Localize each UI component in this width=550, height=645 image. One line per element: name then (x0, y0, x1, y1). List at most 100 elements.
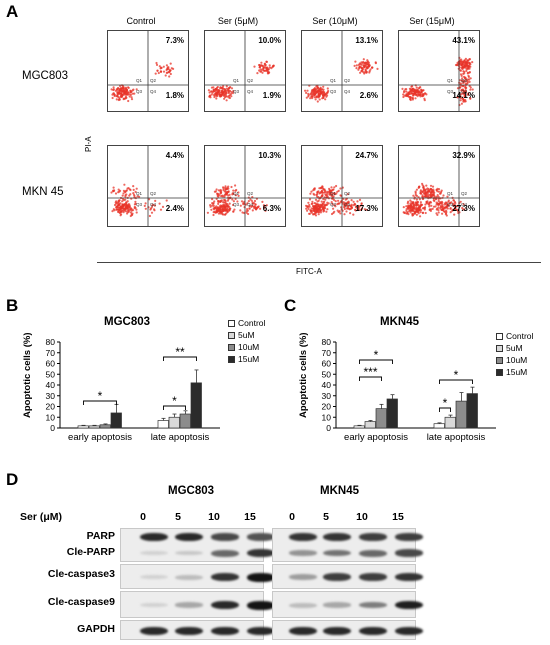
flow-event-dot (405, 212, 408, 215)
flow-event-dot (153, 204, 156, 207)
flow-event-dot (242, 202, 245, 205)
flow-event-dot (447, 200, 450, 203)
flow-event-dot (308, 198, 312, 201)
flow-event-dot (453, 208, 456, 211)
flow-event-dot (469, 63, 472, 66)
flow-event-dot (131, 209, 135, 212)
x-category-label: early apoptosis (68, 432, 132, 443)
flow-event-dot (228, 94, 231, 97)
flow-event-dot (459, 99, 462, 102)
protein-band-gapdh (359, 626, 387, 636)
flow-event-dot (118, 96, 121, 99)
flow-event-dot (411, 85, 414, 88)
protein-band-parp (140, 532, 168, 542)
flow-event-dot (222, 94, 225, 97)
protein-label-parp: PARP (86, 530, 115, 542)
flow-event-dot (319, 211, 322, 214)
flow-event-dot (437, 211, 440, 214)
flow-event-dot (259, 70, 262, 73)
flow-event-dot (439, 207, 442, 210)
flow-event-dot (118, 98, 121, 101)
flow-event-dot (159, 208, 163, 211)
flow-event-dot (411, 89, 414, 92)
flow-event-dot (232, 90, 235, 93)
flow-event-dot (225, 99, 228, 102)
bar-10uM (179, 413, 191, 429)
flow-event-dot (424, 195, 427, 198)
flow-event-dot (216, 193, 219, 196)
flow-event-dot (363, 208, 366, 211)
lane-label-mgc-0: 0 (140, 511, 146, 523)
flow-event-dot (339, 212, 342, 215)
flow-event-dot (224, 201, 227, 204)
protein-label-cle-parp: Cle-PARP (66, 546, 115, 558)
flow-event-dot (469, 88, 472, 91)
flow-event-dot (420, 91, 423, 94)
flow-event-dot (357, 68, 360, 71)
protein-band-parp (247, 533, 275, 541)
flow-event-dot (245, 211, 248, 214)
quadrant-label: Q4 (344, 89, 351, 94)
flow-event-dot (317, 95, 320, 98)
flow-event-dot (132, 185, 135, 188)
flow-event-dot (119, 210, 122, 213)
flow-event-dot (467, 75, 470, 78)
flow-event-dot (423, 97, 426, 100)
flow-event-dot (461, 206, 464, 210)
y-tick-label: 20 (322, 402, 332, 412)
quadrant-label: Q4 (150, 202, 157, 207)
flow-event-dot (169, 69, 172, 72)
flow-event-dot (421, 211, 424, 215)
flow-event-dot (461, 77, 464, 80)
panel-label-c: C (284, 296, 297, 315)
flow-event-dot (360, 61, 363, 64)
flow-event-dot (112, 208, 115, 211)
flow-event-dot (450, 201, 453, 204)
chart-c-legend: Control 5uM 10uM 15uM (496, 330, 533, 378)
flow-event-dot (110, 88, 113, 91)
flow-event-dot (406, 202, 409, 205)
flow-event-dot (352, 213, 355, 216)
lane-label-mkn-5: 5 (323, 511, 329, 523)
flow-event-dot (359, 205, 362, 208)
legend-swatch (496, 368, 503, 376)
dose-label: Ser (μM) (20, 511, 63, 523)
flow-event-dot (459, 69, 462, 72)
flow-event-dot (446, 195, 449, 198)
flow-event-dot (134, 190, 137, 193)
flow-event-dot (354, 60, 357, 63)
blot-strip-mgc803 (120, 591, 275, 618)
flow-event-dot (405, 90, 408, 93)
flow-event-dot (222, 186, 225, 189)
flow-event-dot (454, 202, 457, 205)
flow-event-dot (440, 189, 443, 192)
flow-event-dot (319, 187, 322, 190)
flow-event-dot (144, 202, 147, 205)
flow-event-dot (362, 64, 365, 68)
significance-star: * (374, 348, 379, 362)
legend-label: 5uM (238, 330, 255, 340)
flow-event-dot (405, 209, 408, 212)
flow-event-dot (262, 66, 266, 69)
bar-15uM (466, 393, 478, 429)
flow-event-dot (413, 207, 416, 210)
flow-event-dot (339, 187, 342, 190)
flow-event-dot (144, 207, 147, 210)
significance-star: * (172, 394, 177, 408)
bar-5uM (168, 416, 180, 429)
flow-event-dot (460, 79, 463, 82)
flow-event-dot (319, 87, 322, 90)
flow-event-dot (414, 97, 417, 100)
flow-event-dot (422, 89, 425, 92)
flow-event-dot (218, 205, 221, 208)
flow-event-dot (219, 211, 222, 214)
flow-event-dot (338, 202, 341, 205)
flow-event-dot (466, 72, 469, 75)
flow-event-dot (325, 95, 328, 98)
flow-event-dot (443, 210, 446, 213)
protein-band-gapdh (395, 626, 423, 636)
flow-event-dot (267, 70, 270, 74)
flow-event-dot (365, 66, 368, 69)
flow-event-dot (209, 205, 212, 208)
flow-event-dot (208, 91, 211, 94)
